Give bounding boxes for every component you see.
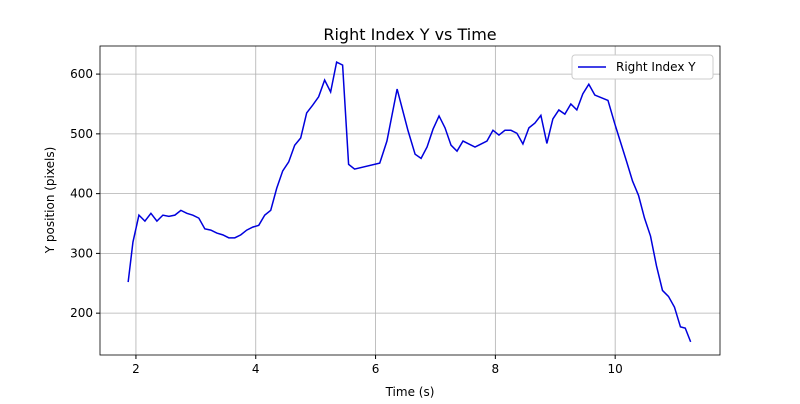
x-tick-label: 6	[372, 362, 380, 376]
x-tick-label: 4	[252, 362, 260, 376]
y-tick-label: 600	[70, 67, 93, 81]
chart-title: Right Index Y vs Time	[323, 25, 496, 44]
plot-frame	[99, 45, 721, 356]
x-tick-label: 8	[492, 362, 500, 376]
x-tick-label: 2	[132, 362, 140, 376]
x-tick-label: 10	[608, 362, 623, 376]
y-tick-label: 200	[70, 306, 93, 320]
line	[127, 61, 692, 343]
legend-label: Right Index Y	[616, 60, 696, 74]
y-tick-label: 500	[70, 127, 93, 141]
legend-box	[571, 54, 714, 80]
y-tick-label: 400	[70, 187, 93, 201]
y-tick-label: 300	[70, 246, 93, 260]
y-axis-label: Y position (pixels)	[43, 147, 57, 255]
x-axis-label: Time (s)	[385, 385, 435, 399]
